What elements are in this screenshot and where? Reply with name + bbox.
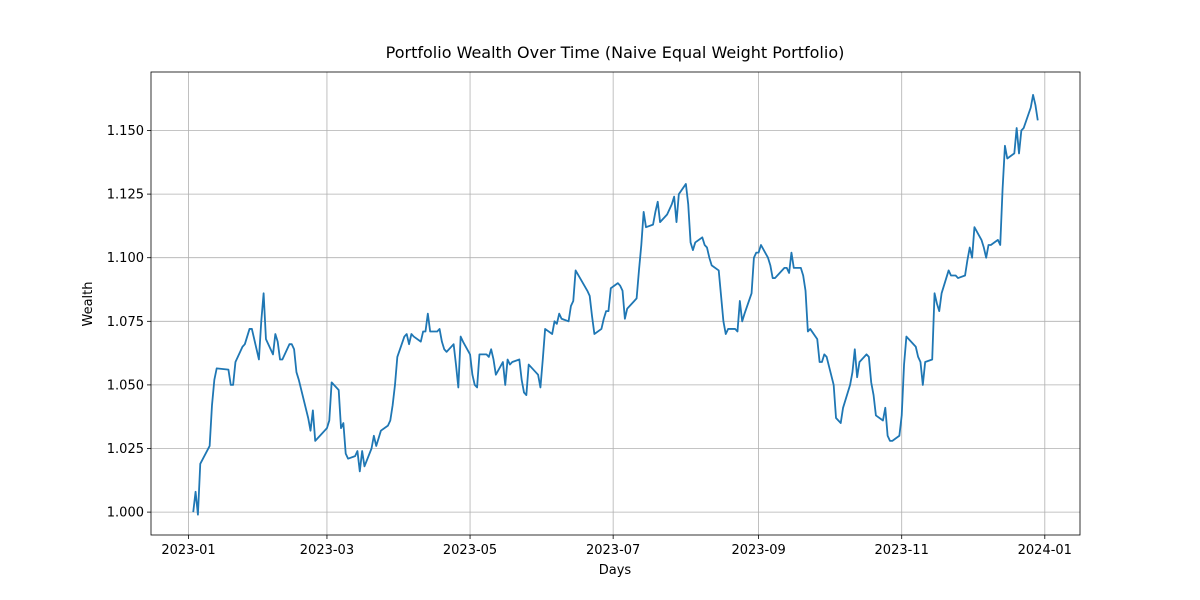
- y-tick-label: 1.125: [107, 188, 144, 203]
- y-tick-label: 1.150: [107, 124, 144, 139]
- x-tick-label: 2023-03: [300, 543, 354, 558]
- y-tick-label: 1.000: [107, 506, 144, 521]
- plot-frame: [150, 71, 1081, 536]
- x-tick-label: 2023-09: [731, 543, 785, 558]
- y-tick-label: 1.050: [107, 378, 144, 393]
- y-tick-label: 1.100: [107, 251, 144, 266]
- y-tick-label: 1.075: [107, 315, 144, 330]
- x-tick-label: 2023-11: [875, 543, 929, 558]
- x-axis-label: Days: [599, 563, 632, 578]
- y-axis-label: Wealth: [81, 281, 96, 326]
- line-series: [192, 94, 1039, 516]
- x-tick-label: 2023-07: [586, 543, 640, 558]
- y-tick-label: 1.025: [107, 442, 144, 457]
- x-tick-label: 2023-05: [443, 543, 497, 558]
- x-tick-label: 2023-01: [161, 543, 215, 558]
- chart-title: Portfolio Wealth Over Time (Naive Equal …: [386, 43, 845, 62]
- x-tick-label: 2024-01: [1018, 543, 1072, 558]
